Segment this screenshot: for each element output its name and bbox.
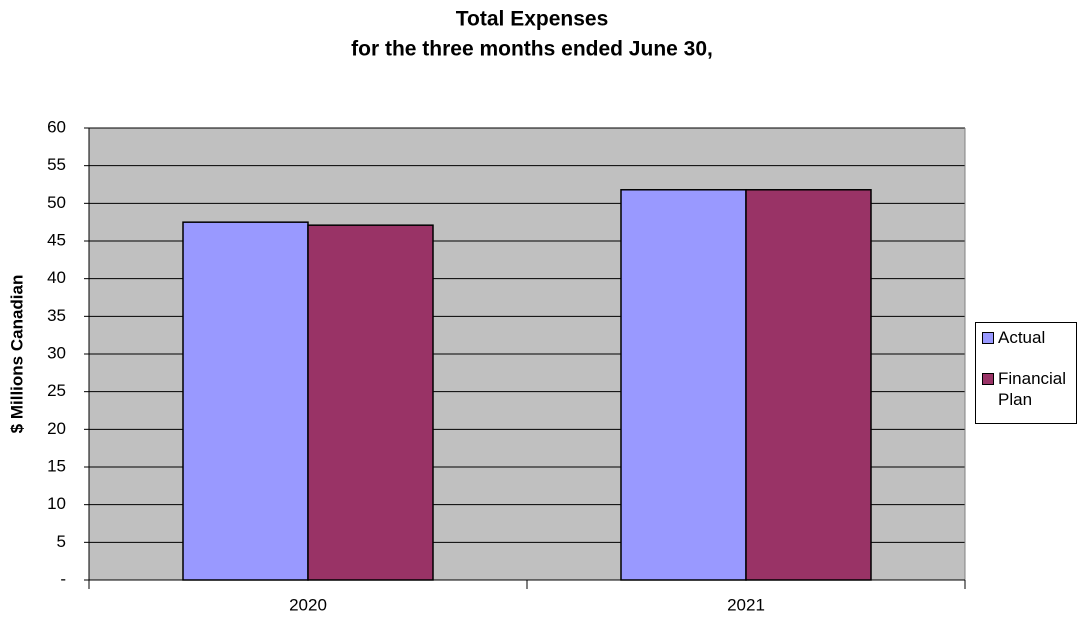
x-tick-label: 2021 — [727, 595, 765, 614]
y-tick-label: 40 — [47, 268, 66, 287]
y-tick-label: 50 — [47, 193, 66, 212]
y-tick-label: 30 — [47, 343, 66, 362]
bar — [307, 224, 434, 581]
y-tick-label: 10 — [47, 494, 66, 513]
y-tick-label: 55 — [47, 155, 66, 174]
y-tick-label: 5 — [57, 532, 66, 551]
legend-item: Financial Plan — [980, 368, 1072, 410]
legend-item: Actual — [980, 327, 1072, 348]
chart-title: for the three months ended June 30, — [351, 38, 713, 61]
chart-title: Total Expenses — [456, 8, 609, 31]
legend-label: Financial Plan — [998, 369, 1067, 409]
y-tick-label: 45 — [47, 230, 66, 249]
legend: Actual Financial Plan — [975, 322, 1077, 424]
y-tick-label: 15 — [47, 456, 66, 475]
y-tick-label: 60 — [47, 117, 66, 136]
legend-label: Actual — [998, 328, 1046, 347]
y-axis-label: $ Millions Canadian — [7, 275, 26, 434]
y-tick-label: - — [60, 569, 66, 588]
bar — [620, 189, 747, 581]
legend-swatch — [982, 332, 994, 344]
y-tick-label: 35 — [47, 306, 66, 325]
bar — [745, 189, 872, 581]
x-tick-label: 2020 — [289, 595, 327, 614]
y-tick-label: 25 — [47, 381, 66, 400]
y-tick-label: 20 — [47, 419, 66, 438]
bar — [182, 221, 309, 581]
legend-swatch — [982, 373, 994, 385]
